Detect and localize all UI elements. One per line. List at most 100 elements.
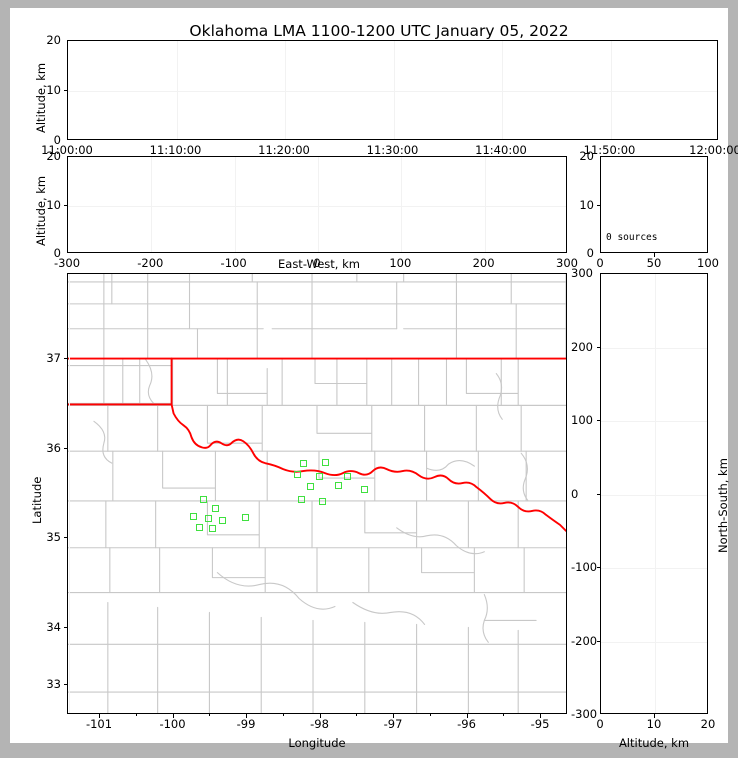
lma-station-marker bbox=[218, 517, 226, 525]
lma-station-marker bbox=[204, 515, 212, 523]
lma-station-marker bbox=[242, 513, 250, 521]
gridline bbox=[655, 274, 656, 713]
tick bbox=[429, 714, 431, 716]
gridline bbox=[68, 91, 717, 92]
tick-label: -98 bbox=[310, 717, 329, 731]
tick-label: 20 bbox=[46, 149, 61, 163]
lma-station-marker bbox=[300, 460, 308, 468]
gridline bbox=[610, 41, 612, 139]
tick-label: 34 bbox=[46, 619, 61, 634]
tick bbox=[596, 204, 600, 206]
x-axis-label: East-West, km bbox=[278, 257, 360, 271]
tick-label: -100 bbox=[571, 560, 598, 574]
y-axis-label: Latitude bbox=[30, 476, 44, 524]
tick-label: 11:20:00 bbox=[258, 143, 310, 157]
tick bbox=[63, 90, 67, 91]
gridline bbox=[502, 41, 503, 139]
east-west-height-panel[interactable] bbox=[67, 156, 567, 253]
tick-label: -200 bbox=[137, 256, 164, 270]
tick-label: 11:50:00 bbox=[583, 143, 636, 157]
lma-station-marker bbox=[322, 459, 330, 467]
tick-label: -300 bbox=[53, 256, 81, 270]
tick-label: 36 bbox=[46, 440, 61, 455]
gridline bbox=[393, 41, 395, 139]
tick-label: 35 bbox=[46, 530, 61, 544]
tick-label: -95 bbox=[530, 717, 550, 731]
tick-label: -300 bbox=[571, 707, 598, 721]
tick-label: 10 bbox=[579, 197, 594, 212]
source-count-label: 0 sources bbox=[606, 232, 658, 243]
tick-label: 11:10:00 bbox=[149, 143, 202, 157]
map-geography bbox=[68, 274, 566, 713]
tick-label: 100 bbox=[389, 256, 412, 270]
lma-station-marker bbox=[306, 483, 314, 491]
lma-station-marker bbox=[315, 472, 323, 480]
y-axis-label: Altitude, km bbox=[34, 175, 48, 246]
lma-station-marker bbox=[344, 473, 352, 481]
gridline bbox=[601, 421, 707, 422]
tick-label: 300 bbox=[571, 266, 593, 280]
tick-label: 50 bbox=[646, 256, 662, 270]
lma-station-marker bbox=[361, 485, 369, 493]
tick-label: 37 bbox=[46, 351, 61, 365]
tick bbox=[596, 640, 600, 642]
tick-label: 11:30:00 bbox=[366, 143, 419, 157]
gridline bbox=[401, 157, 403, 252]
tick-label: 20 bbox=[46, 33, 61, 47]
tick bbox=[63, 684, 67, 685]
tick bbox=[540, 714, 541, 718]
tick bbox=[135, 714, 137, 716]
tick bbox=[63, 447, 67, 449]
north-south-height-panel[interactable] bbox=[600, 273, 708, 714]
tick-label: 10 bbox=[46, 197, 61, 212]
gridline bbox=[69, 274, 70, 713]
tick-label: 10 bbox=[46, 83, 61, 97]
tick bbox=[63, 626, 67, 628]
figure-canvas: Oklahoma LMA 1100-1200 UTC January 05, 2… bbox=[10, 8, 738, 750]
tick-label: 20 bbox=[700, 717, 716, 731]
tick-label: -96 bbox=[457, 717, 476, 731]
tick-label: -97 bbox=[383, 717, 403, 731]
tick-label: 0 bbox=[596, 256, 604, 270]
tick bbox=[596, 346, 600, 348]
x-axis-label: Longitude bbox=[288, 736, 346, 750]
tick-label: 12:00:00 bbox=[689, 143, 738, 157]
gridline bbox=[484, 157, 486, 252]
lma-station-marker bbox=[293, 470, 301, 478]
tick bbox=[596, 493, 600, 495]
tick-label: 10 bbox=[646, 717, 662, 731]
tick bbox=[282, 714, 284, 716]
plan-view-map-panel[interactable] bbox=[67, 273, 567, 714]
lma-station-marker bbox=[298, 495, 306, 503]
y-axis-label: North-South, km bbox=[716, 458, 730, 553]
tick bbox=[596, 567, 600, 568]
figure-title: Oklahoma LMA 1100-1200 UTC January 05, 2… bbox=[189, 22, 569, 40]
tick-label: 0 bbox=[53, 133, 61, 147]
tick bbox=[654, 253, 655, 257]
lma-station-marker bbox=[200, 495, 208, 503]
gridline bbox=[601, 494, 707, 496]
lma-station-marker bbox=[195, 524, 203, 532]
tick-label: 0 bbox=[313, 256, 321, 270]
gridline bbox=[601, 641, 707, 643]
tick-label: 33 bbox=[46, 677, 61, 691]
tick-label: 0 bbox=[586, 246, 594, 260]
tick-label: 20 bbox=[579, 149, 594, 163]
x-axis-label: Altitude, km bbox=[618, 736, 690, 750]
gridline bbox=[285, 41, 286, 139]
tick-label: 300 bbox=[556, 256, 578, 270]
gridline bbox=[234, 157, 236, 252]
gridline bbox=[601, 347, 707, 349]
time-height-panel[interactable] bbox=[67, 40, 718, 140]
tick-label: 100 bbox=[571, 413, 593, 427]
tick bbox=[172, 714, 174, 718]
tick bbox=[63, 537, 67, 538]
tick-label: 200 bbox=[571, 339, 593, 354]
tick-label: 0 bbox=[53, 246, 61, 260]
altitude-histogram-panel[interactable]: 0 sources bbox=[600, 156, 708, 253]
lma-station-marker bbox=[334, 481, 342, 489]
tick-label: 0 bbox=[596, 717, 604, 731]
tick-label: 200 bbox=[472, 256, 495, 270]
tick bbox=[466, 714, 468, 718]
